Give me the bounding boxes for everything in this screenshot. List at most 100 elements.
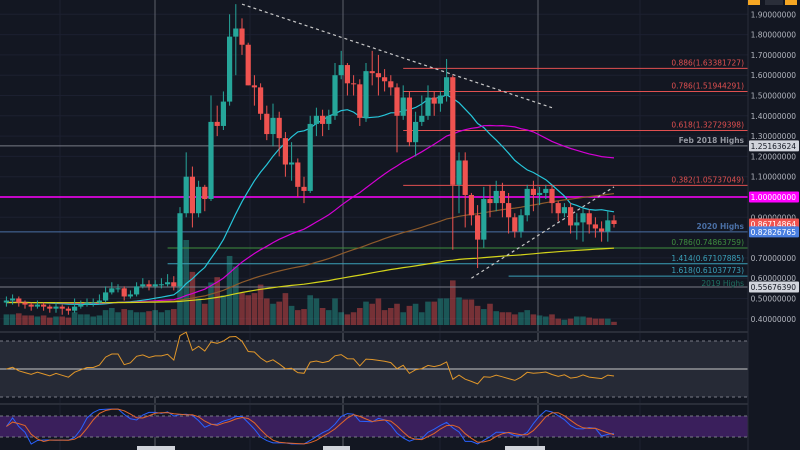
candle-body — [487, 199, 493, 204]
axis-badge[interactable] — [765, 0, 783, 5]
candle-body — [47, 306, 53, 309]
price-tick-label: 1.10000000 — [751, 173, 797, 182]
candle-body — [586, 213, 592, 225]
volume-bar — [177, 266, 183, 325]
candle-body — [103, 292, 109, 301]
axis-badge[interactable] — [748, 0, 760, 5]
candle-body — [295, 162, 301, 187]
level-label: 0.786(1.51944291) — [671, 82, 744, 91]
volume-bar — [350, 312, 357, 325]
time-axis-marker[interactable] — [137, 446, 175, 450]
level-label: 1.618(0.61037773) — [671, 266, 744, 275]
candle-body — [165, 282, 171, 285]
candle-body — [561, 207, 567, 214]
candle-body — [338, 65, 344, 76]
volume-bar — [102, 310, 109, 325]
volume-bar — [326, 310, 332, 325]
volume-bar — [270, 303, 276, 325]
candle-body — [264, 113, 270, 135]
price-tag-label: 0.55676390 — [751, 283, 797, 292]
candle-body — [344, 65, 350, 84]
volume-bar — [592, 318, 599, 325]
volume-bar — [84, 314, 90, 325]
volume-bar — [307, 295, 313, 325]
candle-body — [208, 121, 214, 200]
candle-body — [34, 304, 40, 307]
volume-bar — [388, 308, 394, 325]
candle-body — [65, 308, 71, 311]
candle-body — [382, 77, 388, 82]
stoch-k-line — [5, 408, 615, 445]
volume-bar — [580, 316, 586, 325]
volume-bar — [183, 240, 189, 325]
candle-body — [580, 213, 586, 223]
candle-body — [245, 44, 251, 86]
candle-body — [59, 306, 65, 309]
candle-body — [499, 190, 505, 204]
candle-body — [109, 288, 115, 293]
volume-bar — [549, 314, 555, 325]
candle-body — [444, 77, 450, 96]
pane-divider[interactable] — [0, 403, 748, 405]
volume-bar — [332, 298, 338, 325]
candle-body — [574, 222, 580, 226]
volume-bar — [512, 314, 518, 325]
volume-bar — [357, 308, 363, 325]
volume-bar — [245, 295, 251, 325]
rsi-pane: 80.0060.0040.0020.0050.00 — [0, 331, 787, 402]
volume-bar — [202, 303, 208, 325]
volume-bar — [282, 293, 289, 325]
candle-body — [115, 288, 121, 290]
volume-bar — [530, 314, 537, 325]
volume-bar — [257, 284, 264, 325]
time-axis-marker[interactable] — [323, 446, 350, 450]
price-tick-label: 1.60000000 — [751, 71, 797, 80]
volume-bar — [40, 315, 47, 325]
axis-badge[interactable] — [785, 0, 797, 5]
price-tag-label: 1.00000000 — [751, 193, 797, 202]
volume-bar — [90, 316, 96, 325]
volume-bar — [313, 298, 320, 325]
candle-body — [524, 188, 530, 216]
candle-body — [78, 304, 84, 307]
volume-bar — [140, 312, 146, 325]
price-tags: 1.25163624 1.00000000 0.867148640.82826765… — [749, 140, 799, 293]
candle-body — [53, 306, 59, 309]
volume-bar — [474, 305, 481, 325]
volume-bar — [109, 308, 115, 325]
volume-bar — [487, 303, 493, 325]
price-tick-label: 1.20000000 — [751, 152, 797, 161]
level-label: 0.786(0.74863759) — [671, 238, 744, 247]
volume-bar — [233, 266, 239, 325]
time-axis-marker[interactable] — [505, 446, 545, 450]
level-label: 2019 Highs — [701, 279, 744, 288]
volume-bar — [115, 312, 121, 325]
volume-bar — [338, 312, 344, 325]
volume-bar — [567, 318, 574, 325]
candle-body — [146, 284, 152, 287]
price-tag-label: 0.82826765 — [751, 228, 797, 237]
volume-bar — [412, 303, 419, 325]
volume-bar — [28, 315, 34, 325]
volume-bar — [481, 309, 487, 325]
volume-bar — [195, 298, 202, 325]
candle-body — [84, 302, 90, 305]
trendlines[interactable] — [241, 3, 615, 279]
volume-bar — [96, 315, 103, 325]
volume-bar — [369, 303, 375, 325]
price-tag — [749, 191, 799, 203]
volume-bar — [431, 301, 437, 325]
volume-bar — [220, 295, 227, 325]
volume-bar — [536, 315, 543, 325]
candle-body — [599, 228, 605, 232]
candle-body — [276, 117, 282, 139]
candle-body — [140, 284, 146, 287]
candle-body — [357, 84, 363, 118]
candle-body — [555, 203, 561, 214]
volume-bar — [239, 293, 245, 325]
candle-body — [592, 224, 598, 229]
volume-bar — [121, 309, 127, 325]
pane-divider[interactable] — [0, 331, 748, 333]
candle-body — [419, 115, 425, 122]
